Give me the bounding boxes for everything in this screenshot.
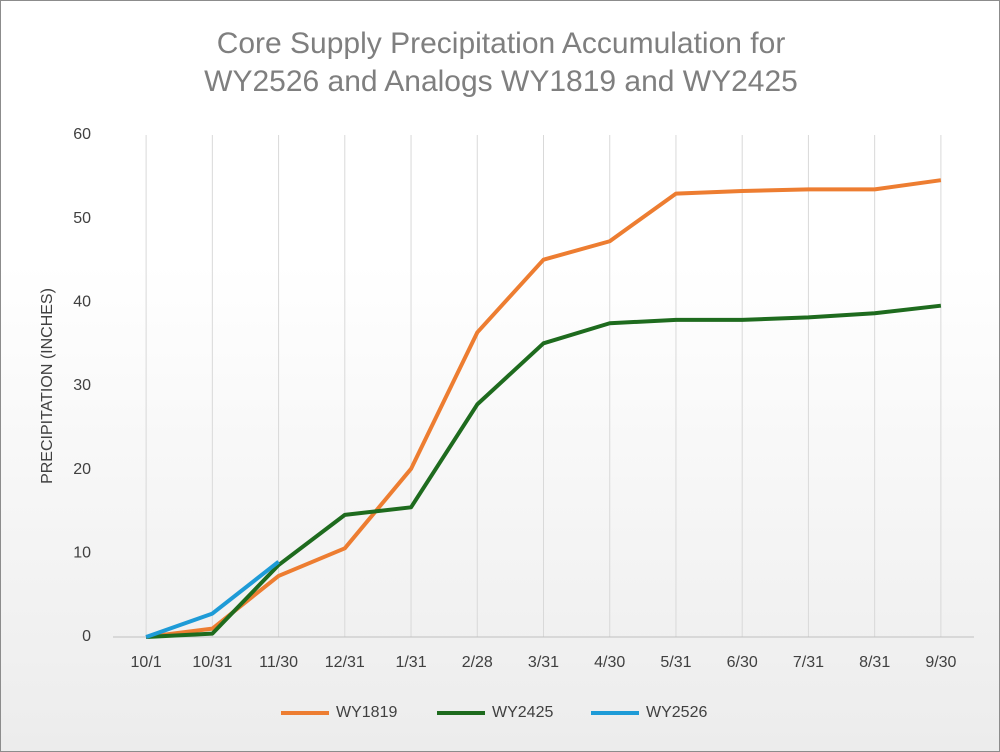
x-tick-label: 10/1 — [131, 654, 162, 671]
legend-label: WY2526 — [646, 704, 707, 721]
y-axis-label: PRECIPITATION (INCHES) — [39, 288, 56, 484]
y-tick-label: 0 — [82, 628, 91, 645]
x-tick-label: 11/30 — [259, 654, 298, 671]
x-tick-label: 7/31 — [793, 654, 824, 671]
chart-title: Core Supply Precipitation Accumulation f… — [204, 27, 798, 98]
x-tick-label: 12/31 — [325, 654, 365, 671]
series-line — [145, 178, 942, 639]
x-tick-label: 5/31 — [660, 654, 691, 671]
y-tick-label: 10 — [73, 545, 91, 562]
x-tick-label: 10/31 — [192, 654, 232, 671]
y-tick-label: 60 — [73, 126, 91, 143]
x-tick-label: 2/28 — [462, 654, 493, 671]
series-line — [146, 303, 942, 639]
x-tick-label: 9/30 — [925, 654, 956, 671]
y-tick-label: 20 — [73, 461, 91, 478]
x-tick-label: 8/31 — [859, 654, 890, 671]
x-tick-label: 1/31 — [395, 654, 426, 671]
y-tick-label: 30 — [73, 377, 91, 394]
legend-label: WY1819 — [336, 704, 397, 721]
y-tick-label: 50 — [73, 210, 91, 227]
legend-label: WY2425 — [492, 704, 553, 721]
series-line — [145, 560, 280, 639]
x-tick-label: 3/31 — [528, 654, 559, 671]
y-tick-label: 40 — [73, 294, 91, 311]
x-tick-label: 4/30 — [594, 654, 625, 671]
x-tick-label: 6/30 — [727, 654, 758, 671]
